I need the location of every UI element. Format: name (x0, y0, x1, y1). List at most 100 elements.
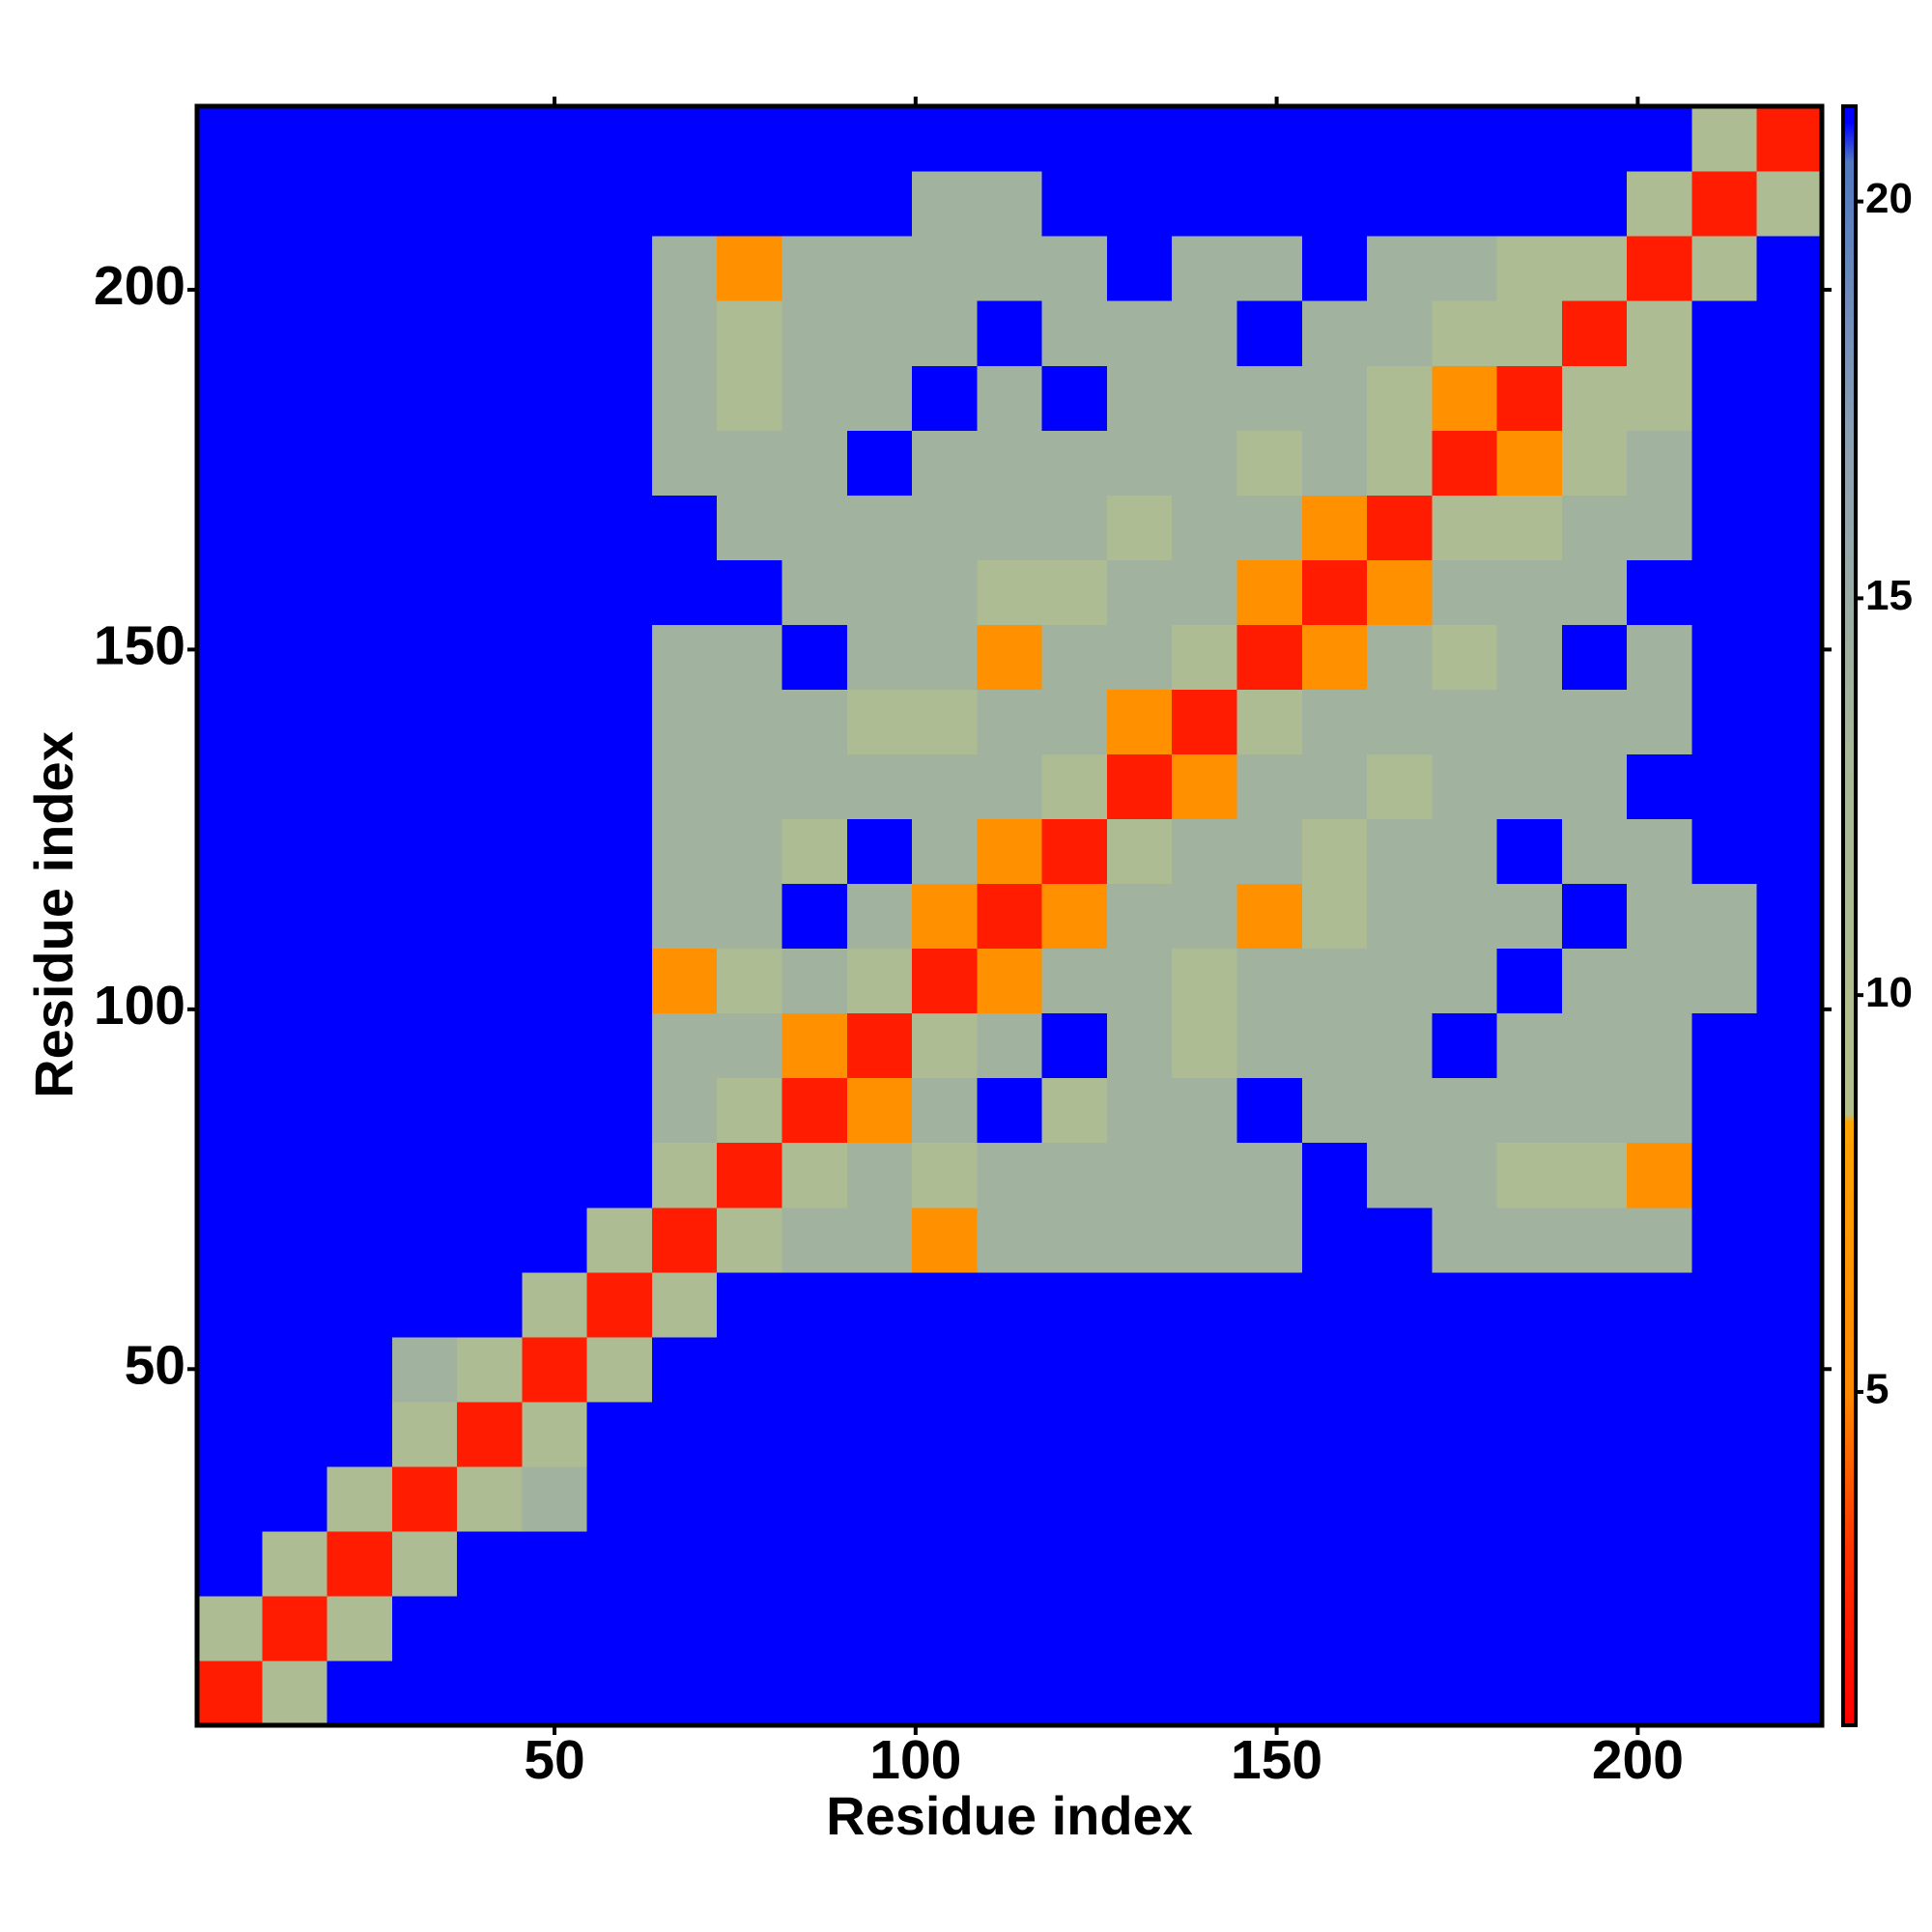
heatmap-cell (1496, 1207, 1563, 1273)
heatmap-cell (586, 430, 653, 496)
heatmap-cell (586, 1207, 653, 1273)
heatmap-cell (262, 106, 328, 172)
heatmap-cell (1367, 106, 1433, 172)
heatmap-cell (1301, 1012, 1368, 1079)
heatmap-cell (651, 1336, 718, 1403)
heatmap-cell (1496, 1530, 1563, 1597)
x-tick-label: 50 (524, 1729, 584, 1791)
heatmap-cell (1756, 1077, 1823, 1144)
heatmap-cell (781, 1142, 848, 1208)
heatmap-cell (522, 300, 588, 366)
heatmap-cell (846, 883, 913, 950)
heatmap-cell (522, 1271, 588, 1338)
heatmap-cell (522, 1465, 588, 1532)
heatmap-cell (977, 559, 1043, 625)
heatmap-cell (1561, 883, 1628, 950)
heatmap (197, 106, 1823, 1726)
heatmap-cell (1172, 1595, 1238, 1662)
heatmap-cell (1627, 1336, 1693, 1403)
heatmap-cell (651, 1530, 718, 1597)
heatmap-cell (1561, 365, 1628, 431)
heatmap-cell (1691, 1012, 1758, 1079)
heatmap-cell (1367, 948, 1433, 1014)
heatmap-cell (651, 1660, 718, 1726)
heatmap-cell (1367, 1595, 1433, 1662)
heatmap-cell (522, 1660, 588, 1726)
heatmap-cell (327, 1660, 393, 1726)
heatmap-cell (1496, 753, 1563, 820)
heatmap-cell (391, 818, 458, 885)
heatmap-cell (522, 883, 588, 950)
heatmap-cell (1041, 1142, 1108, 1208)
heatmap-cell (1627, 1595, 1693, 1662)
heatmap-cell (586, 1271, 653, 1338)
heatmap-cell (1172, 1401, 1238, 1467)
heatmap-cell (651, 1401, 718, 1467)
heatmap-cell (1691, 689, 1758, 754)
heatmap-cell (1172, 1077, 1238, 1144)
heatmap-cell (912, 1595, 978, 1662)
heatmap-cell (781, 689, 848, 754)
heatmap-cell (781, 1465, 848, 1532)
heatmap-cell (1172, 624, 1238, 690)
heatmap-cell (1301, 1595, 1368, 1662)
heatmap-cell (327, 1207, 393, 1273)
heatmap-cell (846, 1012, 913, 1079)
heatmap-cell (977, 1401, 1043, 1467)
heatmap-cell (651, 818, 718, 885)
heatmap-cell (1172, 559, 1238, 625)
heatmap-cell (522, 236, 588, 301)
heatmap-cell (977, 753, 1043, 820)
heatmap-cell (1106, 1012, 1173, 1079)
heatmap-cell (262, 1012, 328, 1079)
heatmap-cell (1172, 689, 1238, 754)
heatmap-cell (1432, 1465, 1498, 1532)
heatmap-cell (781, 1530, 848, 1597)
heatmap-cell (846, 1530, 913, 1597)
heatmap-cell (1627, 236, 1693, 301)
x-tick-label: 150 (1231, 1729, 1322, 1791)
heatmap-cell (522, 106, 588, 172)
heatmap-cell (1301, 559, 1368, 625)
heatmap-cell (1561, 236, 1628, 301)
heatmap-cell (262, 1595, 328, 1662)
heatmap-cell (327, 1142, 393, 1208)
heatmap-cell (197, 1465, 263, 1532)
heatmap-cell (457, 883, 523, 950)
heatmap-cell (1301, 1660, 1368, 1726)
heatmap-cell (1496, 624, 1563, 690)
heatmap-cell (586, 236, 653, 301)
heatmap-cell (1561, 948, 1628, 1014)
heatmap-cell (1301, 1530, 1368, 1597)
heatmap-cell (1236, 818, 1303, 885)
heatmap-cell (391, 753, 458, 820)
heatmap-cell (1041, 1271, 1108, 1338)
heatmap-cell (1756, 236, 1823, 301)
heatmap-cell (781, 1660, 848, 1726)
heatmap-cell (1561, 559, 1628, 625)
heatmap-cell (912, 106, 978, 172)
heatmap-cell (1561, 689, 1628, 754)
heatmap-cell (1367, 300, 1433, 366)
heatmap-cell (391, 624, 458, 690)
heatmap-cell (651, 236, 718, 301)
heatmap-cell (1561, 1595, 1628, 1662)
heatmap-cell (522, 1142, 588, 1208)
heatmap-cell (1627, 430, 1693, 496)
heatmap-cell (457, 1530, 523, 1597)
heatmap-cell (457, 948, 523, 1014)
heatmap-cell (1236, 1401, 1303, 1467)
heatmap-cell (977, 171, 1043, 237)
heatmap-cell (197, 365, 263, 431)
heatmap-cell (912, 171, 978, 237)
y-tick-label: 100 (94, 975, 185, 1037)
heatmap-cell (1496, 365, 1563, 431)
heatmap-cell (197, 1401, 263, 1467)
heatmap-cell (1236, 883, 1303, 950)
heatmap-cell (1041, 1660, 1108, 1726)
heatmap-cell (1496, 495, 1563, 560)
heatmap-cell (1756, 559, 1823, 625)
heatmap-cell (1691, 1207, 1758, 1273)
heatmap-cell (327, 1401, 393, 1467)
heatmap-cell (262, 1271, 328, 1338)
